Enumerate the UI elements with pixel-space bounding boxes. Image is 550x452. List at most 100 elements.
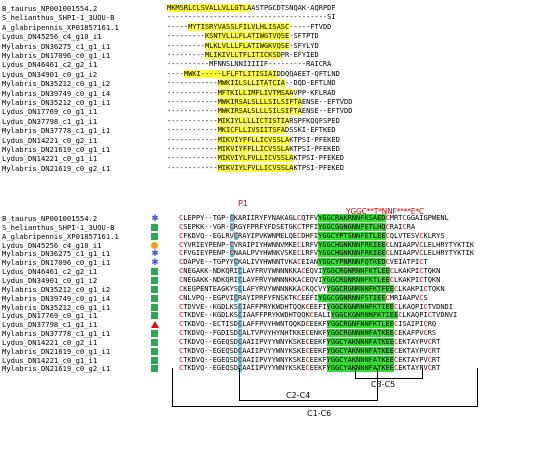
row-marker: [151, 285, 159, 294]
green-square-marker-icon: [151, 294, 158, 302]
sequence-name: Lydus_DN14221_c0_g1_i1: [2, 154, 98, 164]
residue-segment: PR-EFYIED: [280, 51, 319, 59]
residue-segment: MIKVIYFFLLICVSSLA: [217, 145, 290, 153]
residue-segment: YGGCYAKNNNFATKEE: [326, 364, 394, 373]
residue-segment: KEGPENTEAGKYS: [183, 284, 239, 293]
residue-segment: RGYFPRFYFDSETGK: [233, 222, 298, 231]
residue-segment: AAIIPVYYWNYKSKE: [242, 364, 306, 373]
green-square-marker-icon: [151, 312, 158, 320]
residue-segment: C: [305, 320, 310, 329]
sequence-name: Mylabris_DN17096_c0_g1_i1: [2, 258, 111, 268]
residue-segment: LEPPY--TGP-: [183, 214, 230, 222]
residue-segment: EKTAYPV: [398, 346, 428, 355]
residue-segment: EQVI: [305, 275, 323, 284]
green-square-marker-icon: [151, 285, 158, 293]
residue-segment: ------------: [167, 88, 218, 97]
sequence-residues: CTKDVQ--EGEQSDCAAIIPVYYWNYKSKECEEKFYGGCY…: [179, 355, 440, 364]
residue-segment: C: [419, 231, 424, 240]
residue-segment: KQCVY: [305, 284, 327, 293]
residue-segment: ---------: [167, 41, 205, 50]
sequence-name: Lydus_DN14221_c0_g1_i1: [2, 355, 98, 365]
sequence-residues: CTDVVE--KGDLKSCIAFFPRYKWDHTQQKCEEFIYGGCK…: [179, 302, 453, 311]
motif-consensus-label: YGGC**T*NNF****E*C: [346, 207, 424, 216]
bracket-c2-c4: [239, 368, 378, 401]
residue-segment: LELHRYTYKTIK: [423, 240, 475, 249]
sequence-residues: CTKDVQ--EGEQSDCAAIIPVYYWNYKSKECEEKFYGGCY…: [179, 364, 440, 373]
residue-segment: ---------: [167, 32, 205, 41]
residue-segment: C: [179, 364, 184, 373]
residue-segment: C: [179, 258, 184, 267]
bracket-label-c1-c6: C1-C6: [307, 409, 332, 418]
residue-segment: C: [229, 249, 234, 258]
residue-segment: C: [309, 311, 314, 320]
green-square-marker-icon: [151, 232, 158, 240]
residue-segment: YGGCHGNKNNFRKIEE: [318, 240, 386, 249]
residue-segment: MIKVIYFFLLICVSSLA: [217, 135, 290, 144]
sequence-residues: --------------------------------------SI: [167, 13, 336, 21]
green-square-marker-icon: [151, 268, 158, 276]
residue-segment: NLVPQ--EGPVI: [183, 293, 234, 302]
green-square-marker-icon: [151, 303, 158, 311]
star-marker-icon: ✱: [151, 249, 159, 260]
sequence-name: Mylabris_DN17096_c0_g1_i1: [2, 51, 111, 60]
residue-segment: EIAN: [301, 258, 319, 267]
residue-segment: MKMSRLCLSVALLVLLGTLA: [167, 4, 252, 12]
residue-segment: C: [238, 320, 243, 329]
sequence-name: Lydus_DN37798_c1_g1_i1: [2, 320, 98, 330]
star-marker-icon: ✱: [151, 258, 159, 269]
residue-segment: T: [423, 258, 428, 267]
sequence-name: Mylabris_DN21619_c0_g2_i1: [2, 163, 111, 173]
residue-segment: SEPKK--VGR-: [183, 222, 230, 231]
residue-segment: KLRYS: [423, 231, 445, 240]
sequence-name: Lydus_DN46461_c2_g2_i1: [2, 60, 98, 70]
star-marker-icon: ✱: [151, 214, 159, 224]
residue-segment: LRFV: [301, 240, 319, 249]
residue-segment: C: [179, 329, 184, 338]
orange-circle-marker-icon: [151, 241, 158, 249]
residue-segment: QTFV: [301, 214, 319, 222]
residue-segment: TKDVE--KGDLKS: [183, 311, 239, 320]
sequence-residues: CNEGAKK-NDKQRICLAYFRVYWNNNKKACEQVIYGGCRG…: [179, 267, 441, 276]
residue-segment: C: [179, 214, 184, 222]
sequence-name: Mylabris_DN39749_c0_g1_i4: [2, 88, 111, 98]
residue-segment: IAAFFPRYKWDHTQQK: [242, 311, 310, 320]
residue-segment: DAPVE--TGPYY: [183, 258, 234, 267]
residue-segment: LNIAAPV: [389, 249, 420, 258]
residue-segment: NEGAKK-NDKQRI: [183, 275, 239, 284]
residue-segment: C: [402, 214, 407, 222]
residue-segment: -SFTPTD: [289, 32, 319, 41]
sequence-name: Mylabris_DN37778_c1_g1_i1: [2, 329, 111, 339]
residue-segment: TQKN: [423, 267, 441, 276]
residue-segment: DDQQAEET-QFTLND: [276, 69, 340, 78]
sequence-residues: CTKDVQ--ECTISDCLAFFPVYHWNTQQKDCEEKFYGGCR…: [179, 320, 436, 329]
sequence-name: A_glabripennis_XP01857161.1: [2, 22, 119, 32]
residue-segment: RT: [431, 337, 441, 346]
residue-segment: ------------: [167, 126, 218, 135]
bracket-label-c3-c5: C3-C5: [371, 380, 396, 389]
residue-segment: EEKF: [309, 364, 327, 373]
residue-segment: ------------: [167, 135, 218, 144]
residue-segment: TKDVQ--EGEQSD: [183, 337, 239, 346]
residue-segment: C: [179, 267, 184, 276]
residue-segment: MIKIYLLLLICTISTIA: [217, 116, 290, 125]
residue-segment: C: [301, 275, 306, 284]
residue-segment: C: [179, 346, 184, 355]
residue-segment: C: [385, 222, 390, 231]
residue-segment: EEFI: [309, 302, 327, 311]
sequence-residues: CTKDVQ--EGEQSDCAAIIPVYYWNYKSKECEEKFYGGCY…: [179, 337, 441, 346]
residue-segment: EEKF: [309, 320, 327, 329]
row-marker: [151, 268, 159, 276]
sequence-residues: CLEPPY--TGP-CKARIIRYFYNAKAGLCQTFVYGGCRAK…: [179, 214, 449, 222]
residue-segment: C: [297, 293, 302, 302]
sequence-name: B_taurus_NP001001554.2: [2, 4, 98, 13]
residue-segment: C: [179, 311, 184, 320]
residue-segment: IAFFPRYKWDHTQQK: [242, 302, 306, 311]
residue-segment: C: [385, 231, 390, 240]
residue-segment: AAIIPVYYWNYKSKE: [242, 355, 306, 364]
sequence-name: Lydus_DN14221_c0_g2_i1: [2, 337, 98, 347]
residue-segment: LAFFPVYHWNTQQKD: [242, 320, 306, 329]
sequence-residues: ------------MKICFLLIVSIITSFADSSKI-EFTKED: [167, 126, 336, 135]
residue-segment: DSSKI-EFTKED: [285, 126, 336, 135]
sequence-residues: MKMSRLCLSVALLVLLGTLAASTPGCDTSNQAK-AQRPDF: [167, 4, 336, 12]
